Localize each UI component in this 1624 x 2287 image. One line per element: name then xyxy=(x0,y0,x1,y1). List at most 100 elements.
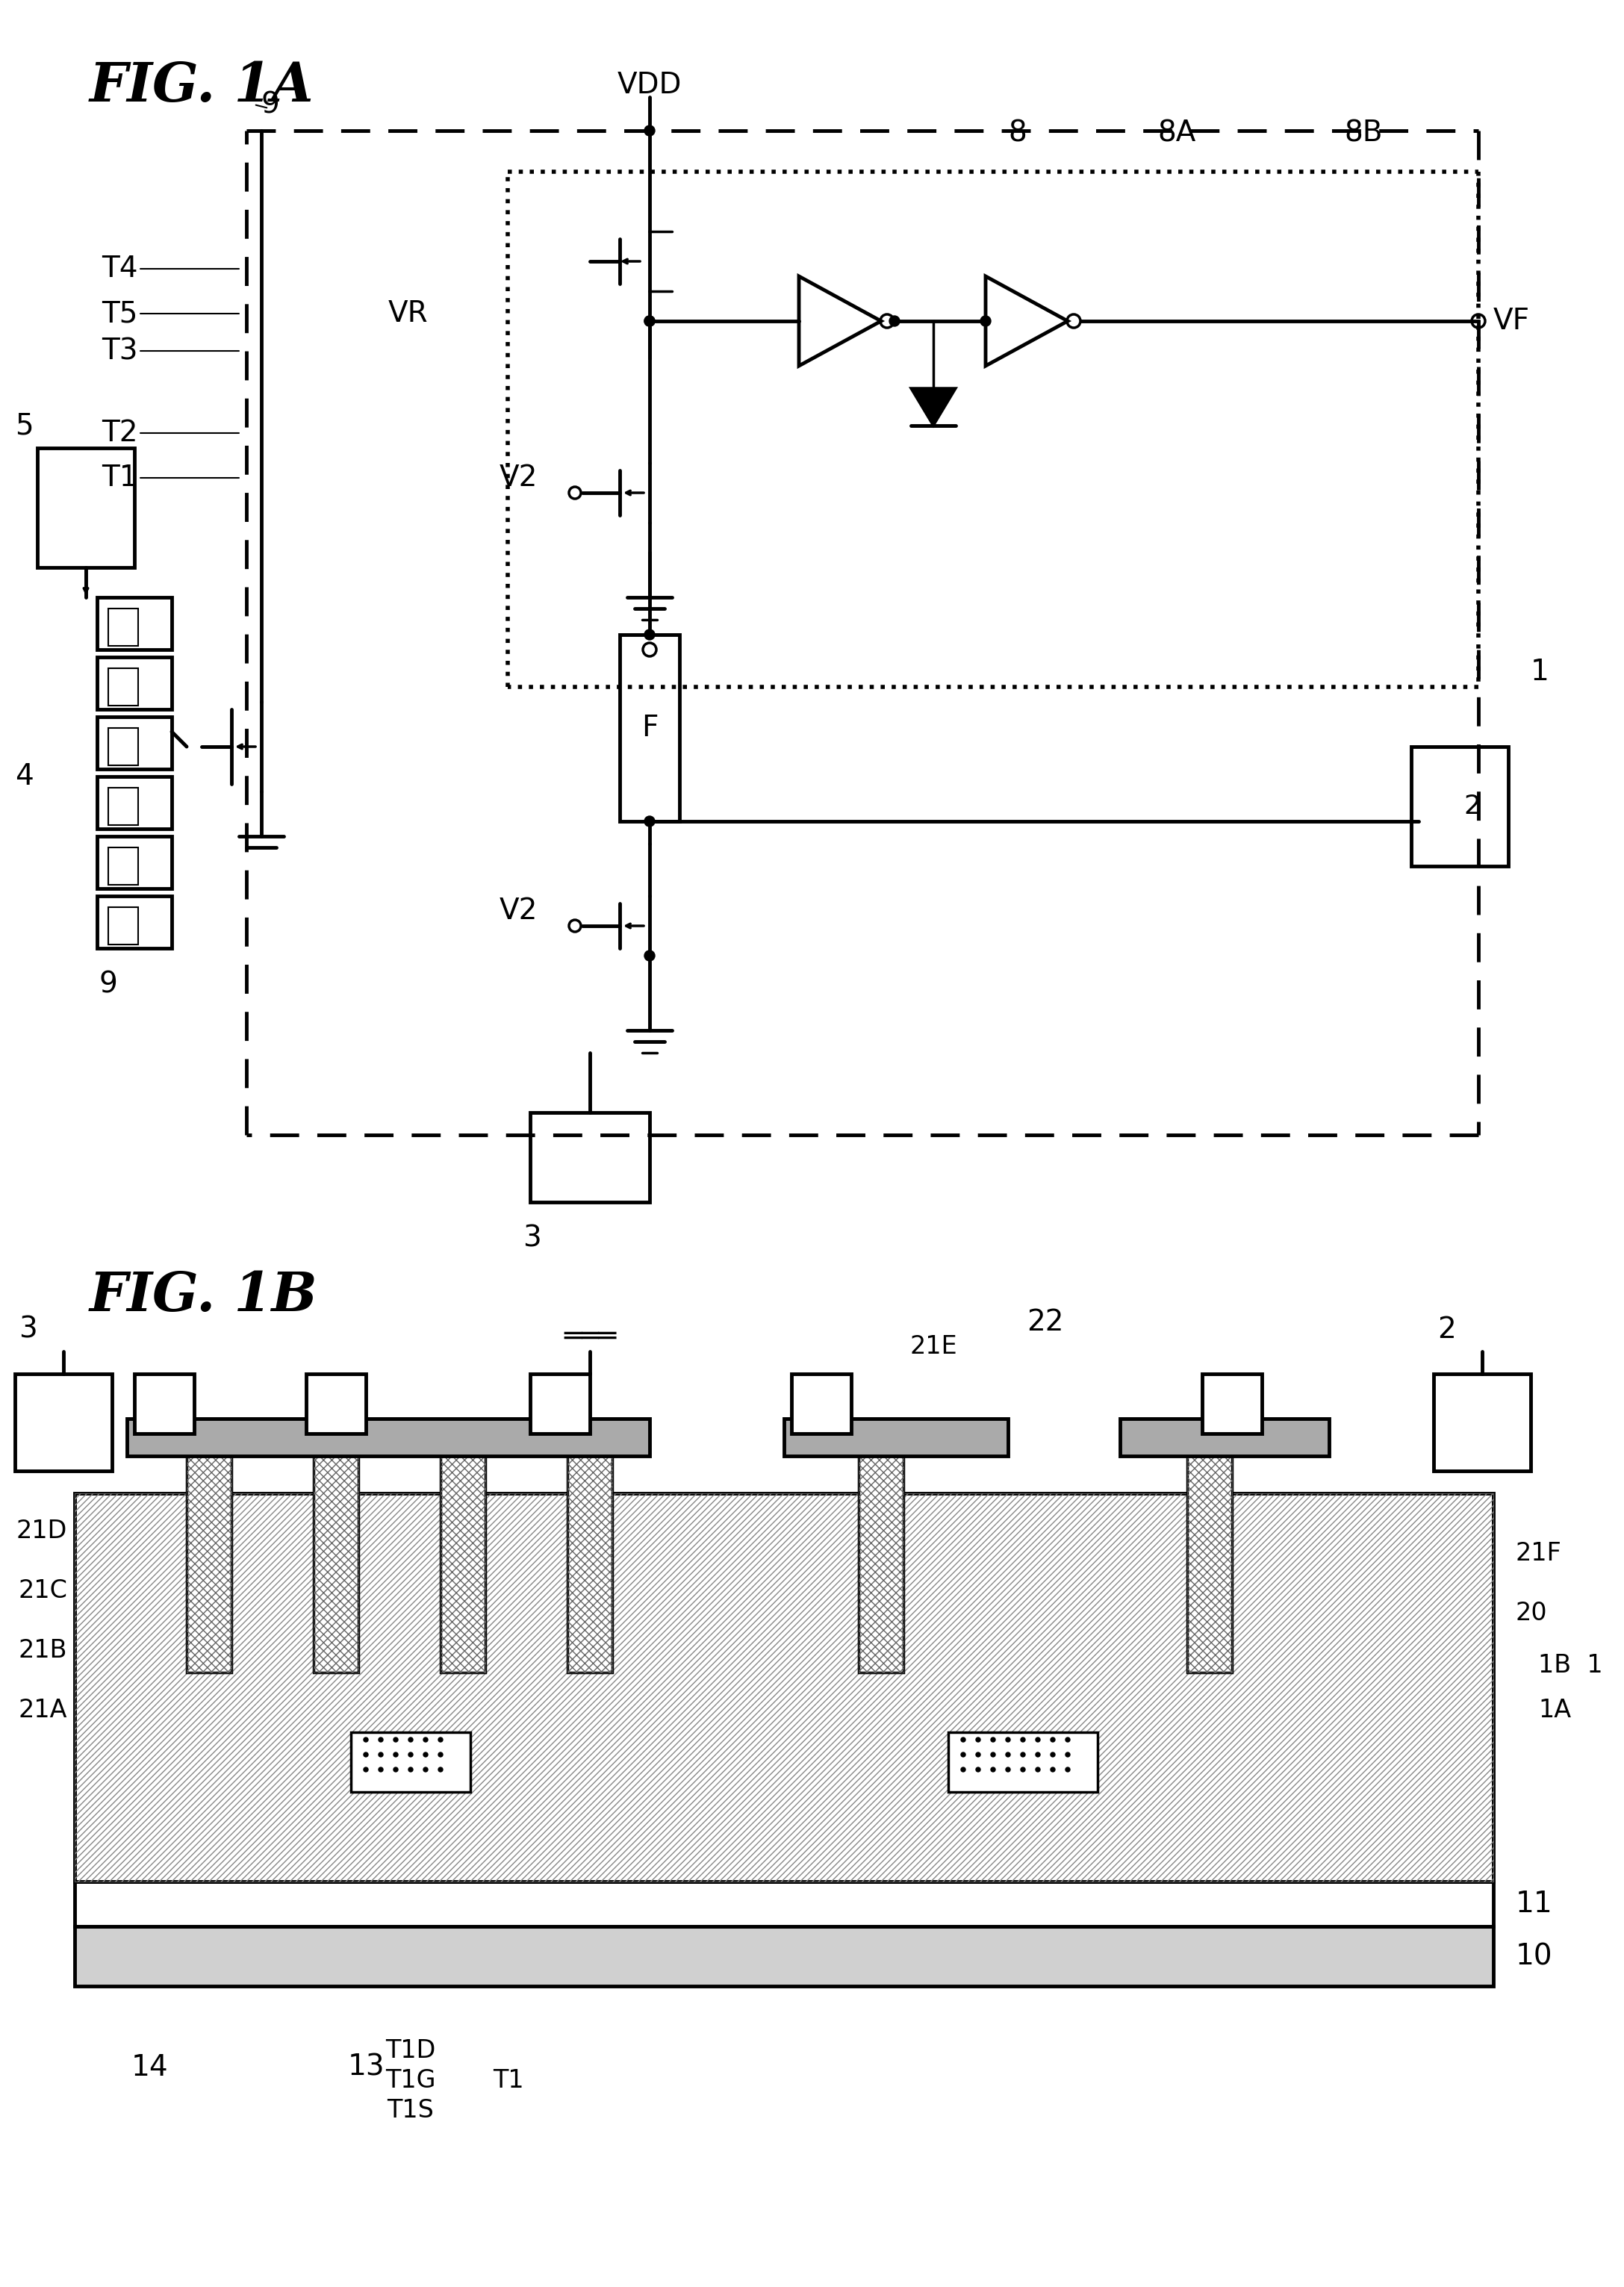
Circle shape xyxy=(364,1768,369,1772)
Text: T4: T4 xyxy=(102,254,138,284)
Text: 21D: 21D xyxy=(16,1519,67,1544)
Text: 13: 13 xyxy=(348,2054,385,2081)
Circle shape xyxy=(961,1738,965,1743)
Circle shape xyxy=(645,816,654,826)
Bar xyxy=(109,727,138,766)
Text: 1A: 1A xyxy=(1538,1697,1570,1722)
Bar xyxy=(135,1374,195,1434)
Bar xyxy=(97,778,172,828)
Bar xyxy=(948,1731,1098,1793)
Text: 8B: 8B xyxy=(1345,119,1382,149)
Circle shape xyxy=(378,1752,383,1756)
Bar xyxy=(97,837,172,890)
Circle shape xyxy=(424,1738,427,1743)
Circle shape xyxy=(364,1752,369,1756)
Circle shape xyxy=(424,1768,427,1772)
Bar xyxy=(75,1882,1494,1926)
Circle shape xyxy=(408,1768,412,1772)
Circle shape xyxy=(976,1768,981,1772)
Circle shape xyxy=(961,1752,965,1756)
Bar xyxy=(307,1374,365,1434)
Text: 9: 9 xyxy=(99,970,117,999)
Text: 21F: 21F xyxy=(1515,1541,1562,1564)
Bar xyxy=(1434,1374,1531,1471)
Text: 5: 5 xyxy=(15,412,34,439)
Bar xyxy=(75,1926,1494,1985)
Text: 21E: 21E xyxy=(909,1333,957,1358)
Circle shape xyxy=(645,316,654,327)
Circle shape xyxy=(378,1738,383,1743)
Circle shape xyxy=(961,1768,965,1772)
Circle shape xyxy=(438,1768,443,1772)
Circle shape xyxy=(1021,1768,1025,1772)
Circle shape xyxy=(645,951,654,961)
Text: 10: 10 xyxy=(1515,1942,1553,1971)
Text: 8: 8 xyxy=(1009,119,1026,149)
Bar xyxy=(1202,1374,1262,1434)
Circle shape xyxy=(1021,1738,1025,1743)
Text: 1B  1: 1B 1 xyxy=(1538,1654,1603,1676)
Text: VR: VR xyxy=(388,300,429,327)
Text: T5: T5 xyxy=(102,300,138,327)
Bar xyxy=(1187,1448,1233,1672)
Circle shape xyxy=(438,1738,443,1743)
Circle shape xyxy=(991,1752,996,1756)
Circle shape xyxy=(393,1768,398,1772)
Bar xyxy=(109,908,138,945)
Text: 21B: 21B xyxy=(18,1637,67,1663)
Text: 9: 9 xyxy=(261,91,279,119)
Text: 20: 20 xyxy=(1515,1601,1548,1626)
Text: ═══: ═══ xyxy=(564,1324,615,1352)
Text: FIG. 1B: FIG. 1B xyxy=(89,1269,318,1322)
Bar xyxy=(859,1448,903,1672)
Text: 8A: 8A xyxy=(1158,119,1195,149)
Circle shape xyxy=(645,126,654,135)
Circle shape xyxy=(1065,1752,1070,1756)
Circle shape xyxy=(1036,1752,1039,1756)
Bar xyxy=(37,448,135,567)
Circle shape xyxy=(1005,1738,1010,1743)
Text: 11: 11 xyxy=(1515,1889,1553,1919)
Circle shape xyxy=(976,1752,981,1756)
Circle shape xyxy=(1005,1752,1010,1756)
Circle shape xyxy=(1051,1738,1056,1743)
Bar xyxy=(127,1418,650,1457)
Text: 2: 2 xyxy=(1463,794,1481,819)
Circle shape xyxy=(991,1768,996,1772)
Circle shape xyxy=(1051,1768,1056,1772)
Bar xyxy=(97,597,172,650)
Circle shape xyxy=(393,1752,398,1756)
Circle shape xyxy=(1065,1738,1070,1743)
Text: FIG. 1A: FIG. 1A xyxy=(89,59,313,112)
Circle shape xyxy=(408,1752,412,1756)
Text: T1: T1 xyxy=(492,2067,525,2093)
Text: V2: V2 xyxy=(499,464,538,492)
Text: 4: 4 xyxy=(15,762,34,791)
Text: 14: 14 xyxy=(132,2054,167,2081)
Text: T1G: T1G xyxy=(385,2067,435,2093)
Bar xyxy=(440,1448,486,1672)
Circle shape xyxy=(1005,1768,1010,1772)
Bar xyxy=(351,1731,471,1793)
Text: 1: 1 xyxy=(1531,659,1549,686)
Circle shape xyxy=(981,316,991,327)
Text: F: F xyxy=(641,714,658,743)
Text: V2: V2 xyxy=(499,897,538,926)
Bar xyxy=(529,1374,590,1434)
Text: 2: 2 xyxy=(1437,1315,1455,1345)
Bar xyxy=(1121,1418,1328,1457)
Text: 21C: 21C xyxy=(18,1578,67,1603)
Text: T3: T3 xyxy=(102,336,138,366)
Text: T1D: T1D xyxy=(385,2038,435,2063)
Text: VF: VF xyxy=(1494,306,1530,336)
Text: 21A: 21A xyxy=(18,1697,67,1722)
Bar xyxy=(109,668,138,707)
Circle shape xyxy=(645,629,654,640)
Text: 3: 3 xyxy=(18,1315,37,1345)
Circle shape xyxy=(1036,1768,1039,1772)
Circle shape xyxy=(378,1768,383,1772)
Text: 3: 3 xyxy=(523,1224,541,1253)
Bar xyxy=(784,1418,1009,1457)
Bar xyxy=(97,897,172,949)
Bar xyxy=(187,1448,232,1672)
